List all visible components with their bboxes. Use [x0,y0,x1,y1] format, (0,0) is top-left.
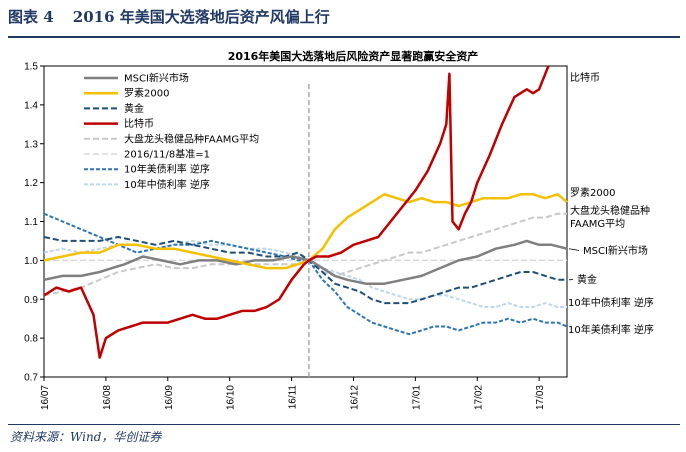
series-line [43,239,568,285]
legend-label: MSCI新兴市场 [124,72,189,85]
source-note: 资料来源：Wind，华创证券 [10,430,162,444]
header-rule [8,36,680,38]
legend-label: 大盘龙头稳健品种FAAMG平均 [124,132,259,145]
figure-label: 图表 4 [8,8,54,26]
y-tick-label: 0.8 [24,334,38,345]
series-end-label: MSCI新兴市场 [583,244,648,257]
footer-rule [8,424,680,425]
y-tick-label: 1.3 [24,139,38,150]
y-tick-label: 1.4 [24,100,38,111]
series-line [43,212,567,297]
x-tick-label: 16/11 [288,385,299,410]
x-tick-label: 16/12 [349,385,360,410]
x-tick-label: 16/08 [102,385,113,410]
y-tick-label: 1.0 [24,256,38,267]
y-tick-label: 1.5 [24,62,38,73]
y-tick-label: 1.1 [24,217,38,228]
series-end-label: 黄金 [577,273,597,286]
chart-axes: 0.7 0.8 0.9 1.0 1.1 1.2 1.3 1.4 1.5 16/07 16/08 16/… [24,62,568,410]
series-line [43,212,568,336]
y-tick-label: 0.9 [24,295,38,306]
x-tick-label: 17/02 [473,385,484,410]
series-end-label: 10年美债利率 逆序 [568,323,654,336]
chart-series [43,65,568,359]
legend-label: 2016/11/8基准=1 [124,148,210,161]
figure-title: 2016 年美国大选落地后资产风偏上行 [72,8,330,26]
y-tick-label: 1.2 [24,178,38,189]
x-tick-label: 17/03 [535,385,546,410]
series-end-label: 10年中债利率 逆序 [568,296,654,309]
x-tick-label: 17/01 [411,385,422,410]
y-tick-label: 0.7 [24,373,38,384]
figure-header: 图表 4 2016 年美国大选落地后资产风偏上行 [8,6,330,30]
legend-label: 10年中债利率 逆序 [124,178,210,191]
legend-label: 罗素2000 [124,87,169,100]
chart-title: 2016年美国大选落地后风险资产显著跑赢安全资产 [228,49,479,63]
series-end-label: 比特币 [570,72,600,84]
x-tick-label: 16/07 [40,385,51,410]
legend-label: 比特币 [124,118,154,130]
series-line [43,193,568,270]
series-end-label: 大盘龙头稳健品种 [570,204,650,217]
legend-label: 黄金 [124,102,144,115]
x-tick-label: 16/09 [164,385,175,410]
series-end-label: 罗素2000 [570,186,615,199]
x-tick-label: 16/10 [226,385,237,410]
end-label-connector [568,248,580,251]
series-line [43,236,567,305]
series-line [43,65,550,359]
legend-label: 10年美债利率 逆序 [124,163,210,176]
series-end-label: FAAMG平均 [570,218,625,230]
